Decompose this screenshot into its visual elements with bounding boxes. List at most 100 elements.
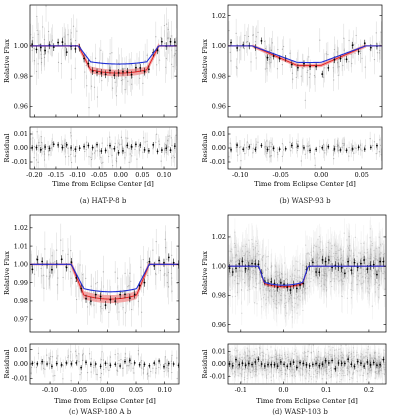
residual-raw-point: [274, 349, 277, 351]
residual-binned-point: [55, 362, 58, 365]
residual-binned-point: [333, 148, 336, 150]
residual-raw-point: [284, 373, 287, 375]
raw-point: [320, 285, 322, 288]
raw-point: [328, 269, 331, 271]
raw-point: [318, 235, 320, 238]
residual-raw-point: [320, 367, 323, 369]
raw-point: [325, 290, 328, 292]
transit-model-line: [30, 263, 179, 293]
raw-point: [232, 257, 234, 259]
raw-point: [280, 273, 282, 275]
residual-raw-point: [237, 360, 239, 362]
binned-point: [333, 58, 336, 61]
residual-raw-point: [125, 146, 127, 148]
raw-point: [352, 269, 355, 271]
residual-raw-point: [369, 354, 371, 356]
raw-point: [254, 41, 257, 43]
raw-point: [344, 261, 346, 263]
residual-raw-point: [308, 145, 310, 147]
residual-raw-point: [56, 357, 58, 359]
residual-raw-point: [301, 367, 303, 370]
residual-raw-point: [158, 366, 160, 369]
residual-raw-point: [325, 366, 327, 368]
raw-point: [277, 275, 279, 277]
binned-point: [331, 266, 333, 269]
raw-point: [271, 42, 273, 44]
raw-point: [334, 243, 336, 245]
raw-point: [268, 290, 271, 292]
residual-raw-point: [315, 370, 317, 372]
residual-raw-point: [372, 145, 374, 147]
residual-raw-point: [241, 381, 243, 383]
raw-point: [168, 37, 170, 39]
binned-point: [94, 293, 97, 296]
raw-point: [270, 275, 273, 277]
raw-point: [128, 285, 130, 287]
raw-point: [283, 45, 285, 48]
raw-point: [259, 279, 261, 282]
residual-raw-point: [312, 344, 314, 346]
raw-point: [314, 76, 316, 78]
residual-raw-point: [257, 363, 260, 365]
raw-point: [349, 245, 351, 247]
residual-binned-point: [167, 362, 170, 365]
residual-raw-point: [52, 375, 54, 377]
raw-point: [370, 268, 372, 270]
residual-raw-point: [122, 367, 124, 369]
residual-raw-point: [313, 373, 315, 376]
raw-point: [160, 36, 162, 39]
residual-raw-point: [310, 352, 312, 354]
residual-raw-point: [165, 363, 167, 365]
x-tick-label: 0.10: [158, 386, 172, 394]
raw-point: [296, 296, 298, 298]
raw-point: [296, 296, 298, 298]
residual-raw-point: [281, 155, 283, 158]
residual-binned-point: [65, 362, 68, 364]
raw-point: [328, 253, 330, 255]
residual-raw-point: [169, 135, 171, 137]
residual-raw-point: [230, 360, 232, 363]
raw-point: [368, 277, 370, 279]
raw-point: [333, 252, 335, 255]
residual-raw-point: [85, 149, 87, 151]
raw-point: [356, 275, 358, 277]
residual-raw-point: [314, 164, 316, 166]
residual-raw-point: [243, 353, 245, 355]
raw-point: [234, 244, 236, 246]
raw-point: [338, 258, 340, 261]
raw-point: [131, 83, 133, 85]
residual-raw-point: [70, 351, 72, 353]
residual-raw-point: [63, 146, 65, 149]
binned-point: [70, 261, 73, 263]
residual-raw-point: [327, 352, 329, 355]
raw-point: [278, 277, 281, 279]
residual-raw-point: [234, 347, 237, 349]
residual-raw-point: [86, 141, 88, 143]
residual-raw-point: [128, 161, 130, 163]
residual-raw-point: [303, 364, 305, 366]
residual-raw-point: [101, 142, 103, 144]
raw-point: [320, 261, 323, 263]
residual-raw-point: [319, 360, 321, 362]
raw-point: [374, 282, 376, 284]
residual-raw-point: [137, 353, 140, 355]
residual-raw-point: [103, 368, 105, 370]
raw-point: [253, 260, 255, 262]
raw-point: [248, 251, 251, 254]
raw-point: [62, 250, 64, 252]
raw-point: [270, 49, 273, 51]
residual-raw-point: [366, 373, 368, 375]
residual-raw-point: [371, 358, 374, 360]
raw-point: [256, 303, 258, 305]
raw-point: [48, 278, 50, 280]
binned-point: [109, 69, 111, 72]
residual-binned-point: [85, 361, 87, 364]
raw-point: [245, 259, 247, 262]
raw-point: [234, 279, 236, 282]
raw-point: [241, 250, 244, 252]
raw-point: [369, 257, 372, 259]
binned-point: [290, 63, 293, 66]
residual-raw-point: [317, 359, 319, 362]
residual-raw-point: [49, 362, 51, 364]
